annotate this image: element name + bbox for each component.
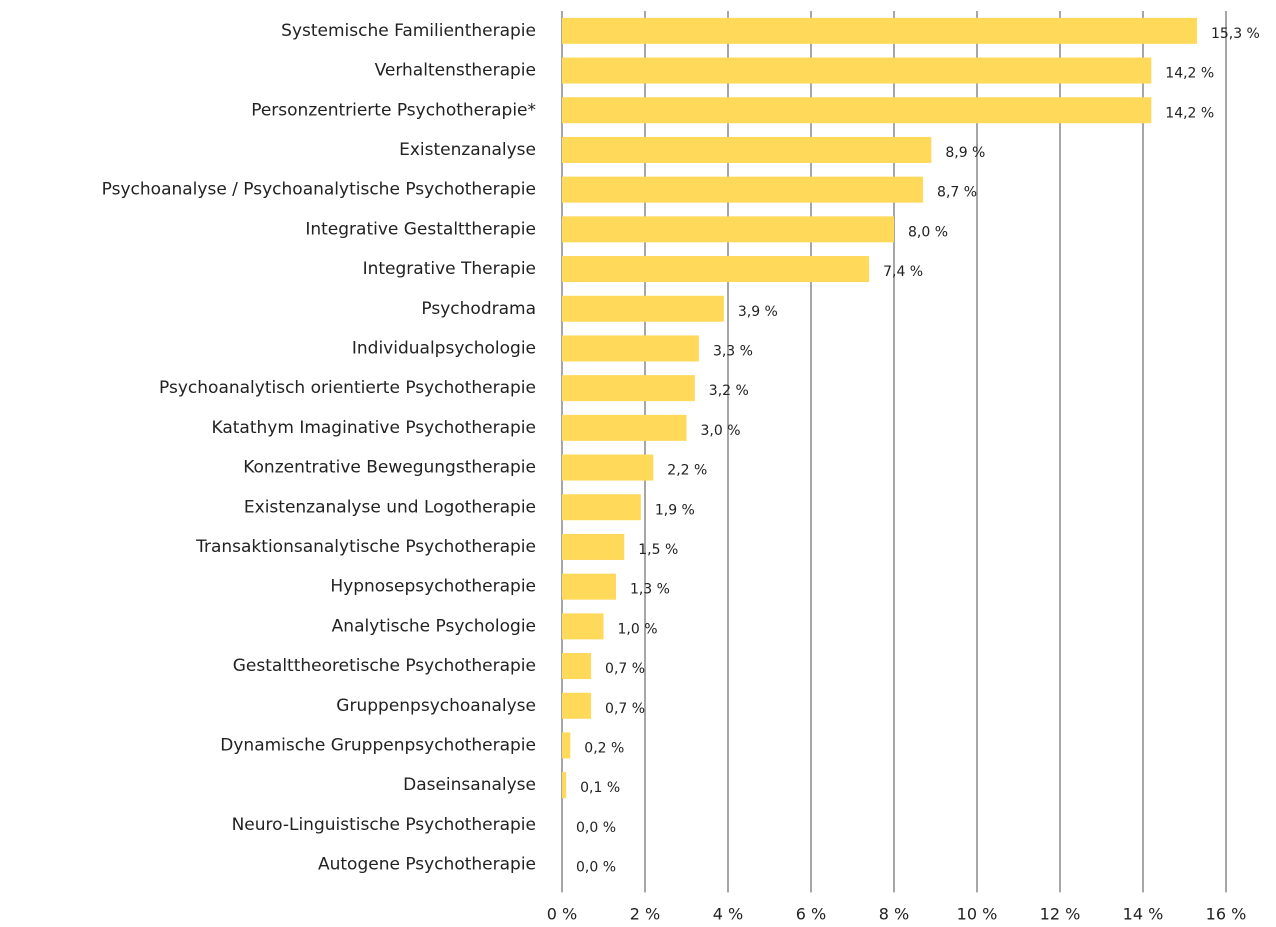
category-label: Psychodrama — [421, 299, 536, 319]
category-label: Konzentrative Bewegungstherapie — [243, 458, 536, 478]
category-label: Integrative Gestalttherapie — [305, 219, 536, 239]
value-label: 0,2 % — [584, 740, 624, 756]
bar — [562, 414, 687, 441]
x-tick-label: 2 % — [630, 905, 660, 924]
bar — [562, 176, 924, 203]
value-label: 1,5 % — [638, 542, 678, 558]
bar — [562, 573, 616, 600]
value-label: 3,2 % — [709, 383, 749, 399]
category-label: Psychoanalytisch orientierte Psychothera… — [159, 378, 536, 398]
category-label: Existenzanalyse und Logotherapie — [244, 497, 536, 517]
value-label: 0,0 % — [576, 820, 616, 836]
x-tick-label: 12 % — [1040, 905, 1081, 924]
category-label: Personzentrierte Psychotherapie* — [251, 100, 536, 120]
value-label: 0,7 % — [605, 701, 645, 717]
category-label: Autogene Psychotherapie — [318, 855, 536, 875]
x-tick-label: 6 % — [796, 905, 826, 924]
category-label: Neuro-Linguistische Psychotherapie — [232, 815, 536, 835]
value-label: 0,7 % — [605, 661, 645, 677]
value-label: 0,0 % — [576, 860, 616, 876]
category-label: Psychoanalyse / Psychoanalytische Psycho… — [102, 180, 536, 200]
x-tick-label: 8 % — [879, 905, 909, 924]
x-tick-label: 14 % — [1123, 905, 1164, 924]
value-label: 15,3 % — [1211, 26, 1260, 42]
value-label: 14,2 % — [1165, 105, 1214, 121]
value-label: 3,3 % — [713, 343, 753, 359]
bar — [562, 375, 695, 402]
value-label: 3,9 % — [738, 304, 778, 320]
bar — [562, 17, 1197, 44]
value-label: 3,0 % — [701, 423, 741, 439]
value-label: 8,0 % — [908, 224, 948, 240]
bar — [562, 57, 1152, 84]
bar — [562, 454, 654, 481]
value-label: 7,4 % — [883, 264, 923, 280]
bar — [562, 494, 641, 521]
category-label: Gruppenpsychoanalyse — [336, 696, 536, 716]
category-label: Katathym Imaginative Psychotherapie — [212, 418, 537, 438]
bar — [562, 216, 894, 243]
value-label: 14,2 % — [1165, 66, 1214, 82]
category-label: Analytische Psychologie — [332, 616, 536, 636]
category-label: Systemische Familientherapie — [281, 21, 536, 41]
value-label: 2,2 % — [667, 463, 707, 479]
bar — [562, 732, 571, 759]
bar — [562, 772, 567, 799]
bar — [562, 295, 724, 322]
category-label: Existenzanalyse — [399, 140, 536, 160]
category-label: Dynamische Gruppenpsychotherapie — [220, 735, 536, 755]
bar — [562, 692, 592, 719]
category-label: Individualpsychologie — [352, 338, 536, 358]
category-label: Transaktionsanalytische Psychotherapie — [195, 537, 536, 557]
x-tick-label: 4 % — [713, 905, 743, 924]
value-label: 1,0 % — [618, 621, 658, 637]
value-label: 8,7 % — [937, 185, 977, 201]
value-label: 1,3 % — [630, 582, 670, 598]
bar — [562, 335, 699, 362]
bar — [562, 97, 1152, 124]
x-tick-label: 0 % — [547, 905, 577, 924]
bar — [562, 136, 932, 163]
category-label: Hypnosepsychotherapie — [330, 577, 536, 597]
category-label: Gestalttheoretische Psychotherapie — [233, 656, 536, 676]
x-tick-label: 16 % — [1206, 905, 1247, 924]
bar — [562, 256, 870, 283]
bar — [562, 653, 592, 680]
x-tick-label: 10 % — [957, 905, 998, 924]
value-label: 1,9 % — [655, 502, 695, 518]
bar — [562, 533, 625, 560]
category-label: Integrative Therapie — [363, 259, 536, 279]
category-label: Daseinsanalyse — [403, 775, 536, 795]
value-label: 8,9 % — [945, 145, 985, 161]
bar — [562, 613, 604, 640]
value-label: 0,1 % — [580, 780, 620, 796]
category-label: Verhaltenstherapie — [375, 61, 536, 81]
